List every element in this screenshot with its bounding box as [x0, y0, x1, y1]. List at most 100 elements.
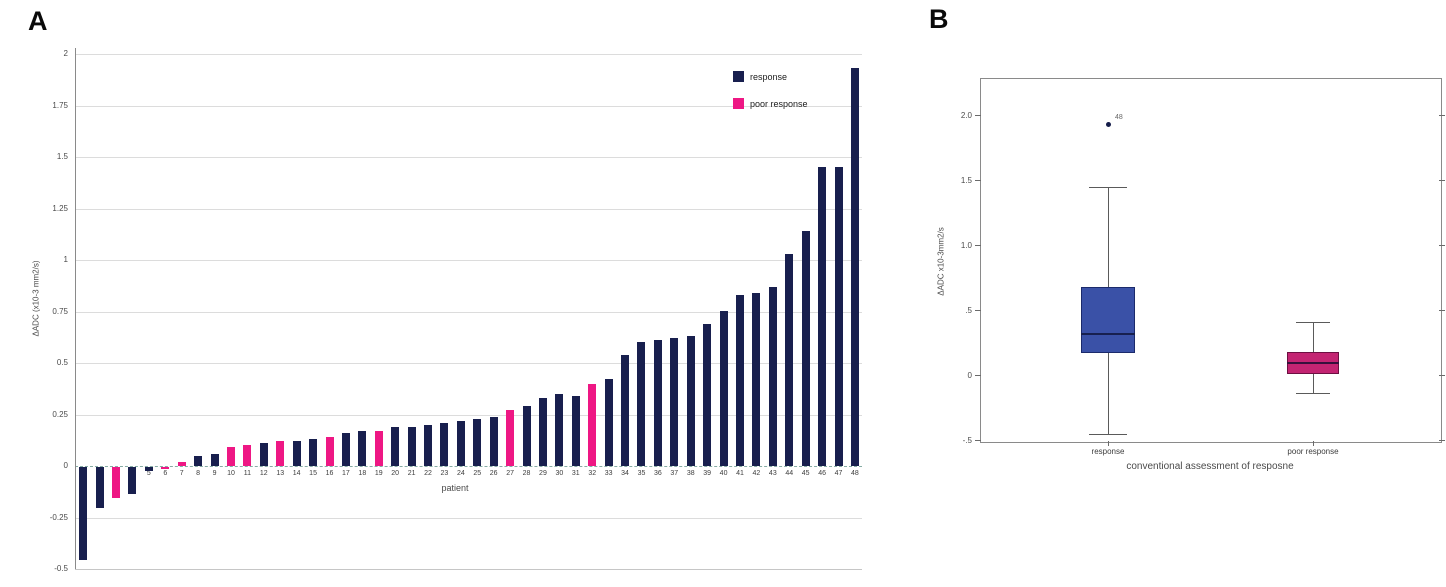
x-axis-tick-label: 23 [440, 470, 449, 477]
panel-b-label: B [929, 4, 949, 34]
y-axis-tick-label: 0 [967, 371, 972, 380]
lower-whisker [1108, 353, 1109, 434]
y-axis-tick-right [1439, 310, 1445, 311]
x-axis-tick-label: 15 [309, 470, 317, 477]
x-axis-tick-label: 45 [801, 470, 810, 477]
y-axis-tick-label: 0.5 [56, 358, 68, 367]
bar-patient-21 [408, 427, 416, 466]
y-axis-tick-label: 0.75 [52, 307, 68, 316]
panel-a-label: A [28, 6, 48, 36]
x-axis-tick-label: 12 [259, 470, 268, 477]
x-axis-tick-label: 33 [604, 470, 613, 477]
legend-item-poor-response: poor response [733, 98, 843, 110]
lower-whisker [1313, 374, 1314, 393]
y-axis-tick-right [1439, 115, 1445, 116]
x-axis-tick-label: 37 [670, 470, 679, 477]
x-axis-tick-label: 47 [834, 470, 843, 477]
bar-patient-31 [572, 396, 580, 466]
x-axis-tick-label: 14 [292, 470, 301, 477]
y-axis-tick-label: 1.25 [52, 204, 68, 213]
bar-patient-4 [128, 467, 136, 494]
bar-patient-26 [490, 417, 498, 466]
gridline-0.5 [75, 363, 862, 364]
y-axis-tick-right [1439, 375, 1445, 376]
bar-patient-1 [79, 467, 87, 560]
y-axis-tick [975, 115, 981, 116]
x-axis-tick-label: 25 [473, 470, 482, 477]
category-label-response: response [1091, 447, 1125, 456]
bar-patient-3 [112, 467, 120, 498]
y-axis-tick-right [1439, 440, 1445, 441]
x-axis-tick-label: 36 [653, 470, 662, 477]
x-axis-tick-label: 34 [621, 470, 629, 477]
outlier-label: 48 [1115, 114, 1123, 121]
x-axis-tick-label: 20 [391, 470, 400, 477]
x-axis-tick [1313, 441, 1314, 446]
x-axis-tick-label: 11 [243, 470, 252, 477]
x-axis-tick-label: 29 [539, 470, 547, 477]
upper-whisker-cap [1296, 322, 1330, 323]
x-axis-tick-label: 5 [146, 470, 151, 477]
bar-patient-8 [194, 456, 202, 466]
x-axis-tick-label: 6 [163, 470, 168, 477]
bar-patient-7 [178, 462, 186, 466]
gridline-1 [75, 260, 862, 261]
bar-patient-11 [243, 445, 251, 466]
x-axis-tick-label: 44 [785, 470, 794, 477]
bar-patient-40 [720, 311, 728, 466]
median-line [1081, 333, 1135, 335]
bar-patient-19 [375, 431, 383, 466]
upper-whisker-cap [1089, 187, 1127, 188]
x-axis-tick-label: 8 [196, 470, 201, 477]
y-axis-tick-label: 2 [63, 49, 68, 58]
gridline-0 [75, 466, 862, 467]
legend-label: response [750, 72, 788, 82]
x-axis-tick-label: 22 [424, 470, 432, 477]
bar-patient-46 [818, 167, 826, 466]
bar-patient-15 [309, 439, 317, 466]
x-axis-tick-label: 31 [571, 470, 580, 477]
bar-patient-34 [621, 355, 629, 466]
response-swatch-icon [733, 71, 744, 82]
y-axis-tick [975, 310, 981, 311]
legend-item-response: response [733, 71, 843, 83]
bar-patient-36 [654, 340, 662, 466]
gridline-1.5 [75, 157, 862, 158]
gridline--0.25 [75, 518, 862, 519]
y-axis-tick [975, 180, 981, 181]
category-label-poor-response: poor response [1287, 447, 1339, 456]
poor-response-swatch-icon [733, 98, 744, 109]
bar-patient-32 [588, 384, 596, 466]
y-axis-tick-label: 0.25 [52, 410, 68, 419]
x-axis-tick-label: 39 [703, 470, 712, 477]
y-axis-tick-label: 1.75 [52, 101, 68, 110]
bar-patient-28 [523, 406, 531, 466]
bar-patient-20 [391, 427, 399, 466]
x-axis-tick-label: 26 [489, 470, 498, 477]
x-axis-tick-label: 27 [506, 470, 514, 477]
x-axis-tick [1108, 441, 1109, 446]
x-axis-tick-label: 41 [736, 470, 744, 477]
y-axis-tick-label: -.5 [962, 436, 972, 445]
y-axis-tick-label: .5 [965, 306, 972, 315]
bar-patient-5 [145, 467, 153, 471]
y-axis-tick-label: 1 [63, 255, 68, 264]
lower-whisker-cap [1296, 393, 1330, 394]
x-axis-tick-label: 46 [818, 470, 826, 477]
y-axis-tick-label: 1.0 [960, 241, 972, 250]
bar-patient-27 [506, 410, 514, 466]
x-axis-tick-label: 35 [637, 470, 646, 477]
y-axis-tick-label: 1.5 [56, 152, 68, 161]
x-axis-title: patient [441, 483, 469, 493]
bar-patient-47 [835, 167, 843, 466]
bar-patient-48 [851, 68, 859, 466]
x-axis-tick-label: 48 [851, 470, 859, 477]
bar-patient-23 [440, 423, 448, 466]
bar-patient-35 [637, 342, 645, 466]
x-axis-tick-label: 19 [374, 470, 383, 477]
legend-label: poor response [750, 99, 808, 109]
median-line [1287, 362, 1339, 364]
x-axis-tick-label: 18 [358, 470, 367, 477]
x-axis-tick-label: 42 [752, 470, 761, 477]
bar-patient-2 [96, 467, 104, 508]
